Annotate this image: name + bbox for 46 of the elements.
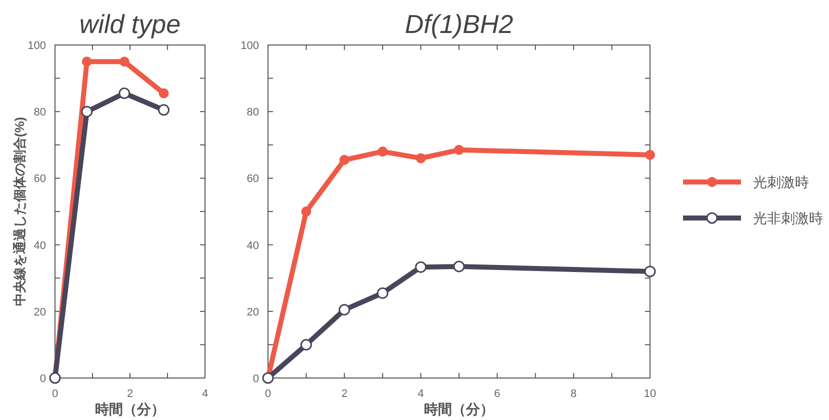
x-axis-title: 時間（分） [424, 401, 494, 417]
x-tick-label: 10 [644, 388, 656, 400]
x-tick-label: 4 [202, 388, 208, 400]
y-tick-label: 0 [40, 373, 46, 385]
legend-label: 光刺激時 [753, 174, 809, 190]
point [453, 260, 465, 272]
x-tick-label: 2 [341, 388, 348, 400]
point [81, 106, 93, 118]
point [645, 150, 655, 160]
point [378, 146, 388, 157]
point [416, 153, 426, 164]
x-tick-label: 8 [570, 388, 577, 400]
point [301, 206, 312, 216]
y-tick-label: 0 [252, 373, 259, 385]
x-tick-label: 0 [52, 388, 58, 400]
x-tick-label: 4 [418, 388, 424, 400]
legend-label: 光非刺激時 [753, 210, 823, 226]
y-tick-label: 60 [246, 173, 259, 186]
point [339, 154, 350, 165]
y-tick-label: 20 [246, 306, 259, 318]
x-tick-label: 0 [264, 388, 272, 400]
y-tick-label: 100 [240, 40, 259, 52]
y-tick-label: 20 [34, 306, 46, 318]
y-axis-title: 中央線を通過した個体の割合(%) [12, 116, 27, 306]
chart-title: Df(1)BH2 [404, 9, 514, 39]
point [644, 266, 656, 278]
point [118, 88, 130, 100]
y-tick-label: 80 [246, 106, 259, 119]
x-tick-label: 2 [126, 388, 134, 400]
point [158, 88, 169, 98]
y-tick-label: 80 [34, 106, 46, 119]
y-tick-label: 40 [34, 240, 46, 252]
point [119, 56, 130, 67]
point [415, 261, 427, 273]
y-tick-label: 40 [246, 240, 259, 252]
y-tick-label: 60 [34, 173, 46, 186]
x-tick-label: 6 [494, 388, 500, 400]
y-tick-label: 100 [28, 40, 46, 52]
point [82, 56, 92, 67]
point [338, 304, 350, 316]
point [300, 338, 312, 350]
x-axis-title: 時間（分） [95, 401, 165, 417]
chart-title: wild type [79, 9, 181, 39]
point [376, 287, 388, 299]
point [158, 104, 170, 116]
point [454, 144, 464, 155]
